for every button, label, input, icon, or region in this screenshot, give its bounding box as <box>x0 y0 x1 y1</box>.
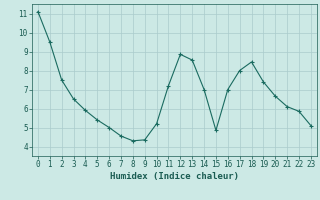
X-axis label: Humidex (Indice chaleur): Humidex (Indice chaleur) <box>110 172 239 181</box>
